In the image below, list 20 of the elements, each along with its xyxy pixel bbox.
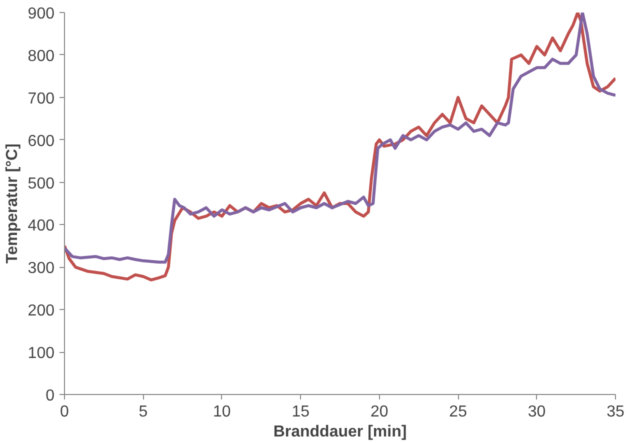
y-tick-label: 100	[28, 345, 55, 362]
y-tick-label: 700	[28, 90, 55, 108]
y-axis-title: Temperatur [°C]	[4, 144, 21, 264]
x-tick-label: 15	[292, 404, 310, 420]
x-tick-label: 0	[60, 404, 70, 420]
y-tick-label: 200	[28, 302, 55, 320]
x-tick-label: 30	[528, 404, 546, 420]
x-tick-label: 25	[449, 404, 468, 420]
x-axis-title: Branddauer [min]	[273, 424, 407, 440]
y-tick-label: 600	[28, 132, 55, 150]
y-tick-label: 900	[28, 6, 55, 22]
y-tick-label: 400	[28, 218, 55, 235]
y-tick-label: 500	[28, 175, 55, 192]
x-tick-label: 5	[138, 404, 148, 420]
y-tick-label: 800	[28, 48, 55, 65]
x-tick-label: 10	[213, 404, 231, 420]
y-tick-label: 0	[46, 388, 55, 404]
y-tick-label: 300	[28, 260, 55, 278]
x-tick-label: 20	[370, 404, 388, 420]
x-tick-label: 35	[606, 404, 624, 420]
